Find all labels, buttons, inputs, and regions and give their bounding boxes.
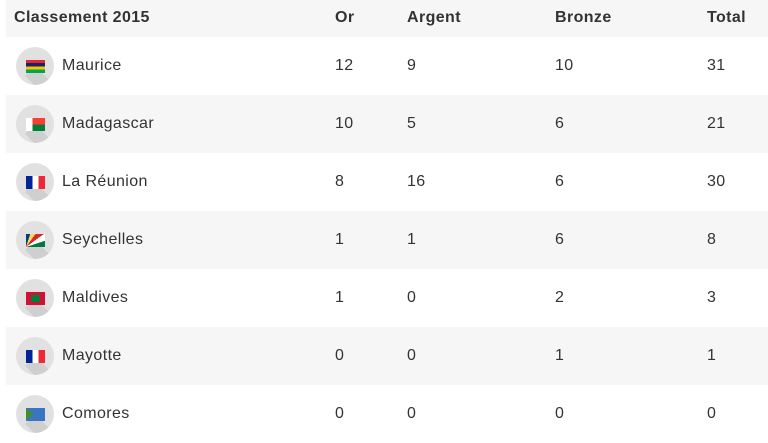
bronze-count: 6 [555,173,565,190]
total-count: 0 [707,405,717,422]
flag-badge [16,337,54,375]
country-name: La Réunion [62,173,148,190]
seychelles-flag-icon [26,234,45,247]
flag-badge [16,395,54,433]
country-name: Madagascar [62,115,155,132]
country-name: Maurice [62,57,122,74]
france-flag-icon [26,350,45,363]
maldives-flag-icon [26,292,45,305]
france-flag-icon [26,176,45,189]
gold-count: 10 [335,115,354,132]
bronze-count: 6 [555,115,565,132]
gold-count: 0 [335,405,345,422]
flag-badge [16,163,54,201]
bronze-count: 1 [555,347,565,364]
silver-count: 1 [407,231,417,248]
total-count: 3 [707,289,717,306]
silver-count: 9 [407,57,417,74]
total-count: 31 [707,57,726,74]
country-name: Seychelles [62,231,144,248]
silver-count: 0 [407,405,417,422]
gold-count: 8 [335,173,345,190]
gold-count: 12 [335,57,354,74]
total-count: 30 [707,173,726,190]
table-row: Comores 0 0 0 0 [6,385,768,443]
total-count: 1 [707,347,717,364]
header-bronze: Bronze [555,9,612,26]
silver-count: 0 [407,289,417,306]
table-header: Classement 2015 Or Argent Bronze Total [6,0,768,37]
mauritius-flag-icon [26,60,45,73]
gold-count: 0 [335,347,345,364]
silver-count: 5 [407,115,417,132]
flag-badge [16,47,54,85]
bronze-count: 0 [555,405,565,422]
table-row: La Réunion 8 16 6 30 [6,153,768,211]
country-name: Comores [62,405,130,422]
country-name: Mayotte [62,347,122,364]
country-name: Maldives [62,289,129,306]
gold-count: 1 [335,289,345,306]
header-argent: Argent [407,9,461,26]
madagascar-flag-icon [26,118,45,131]
header-total: Total [707,9,747,26]
table-row: Seychelles 1 1 6 8 [6,211,768,269]
table-row: Madagascar 10 5 6 21 [6,95,768,153]
total-count: 21 [707,115,726,132]
bronze-count: 2 [555,289,565,306]
silver-count: 0 [407,347,417,364]
comoros-flag-icon [26,408,45,421]
medal-table: Classement 2015 Or Argent Bronze Total M… [6,0,768,443]
table-row: Mayotte 0 0 1 1 [6,327,768,385]
flag-badge [16,279,54,317]
bronze-count: 6 [555,231,565,248]
bronze-count: 10 [555,57,574,74]
gold-count: 1 [335,231,345,248]
table-title: Classement 2015 [14,9,150,26]
flag-badge [16,221,54,259]
table-row: Maurice 12 9 10 31 [6,37,768,95]
silver-count: 16 [407,173,426,190]
header-or: Or [335,9,355,26]
flag-badge [16,105,54,143]
total-count: 8 [707,231,717,248]
table-row: Maldives 1 0 2 3 [6,269,768,327]
